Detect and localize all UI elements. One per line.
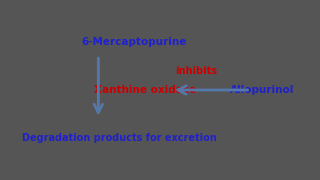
Text: Xanthine oxidase: Xanthine oxidase bbox=[94, 85, 196, 95]
Text: inhibits: inhibits bbox=[175, 66, 217, 76]
Text: 6-Mercaptopurine: 6-Mercaptopurine bbox=[82, 37, 187, 48]
Text: Degradation products for excretion: Degradation products for excretion bbox=[22, 132, 216, 143]
Text: Allopurinol: Allopurinol bbox=[230, 85, 294, 95]
